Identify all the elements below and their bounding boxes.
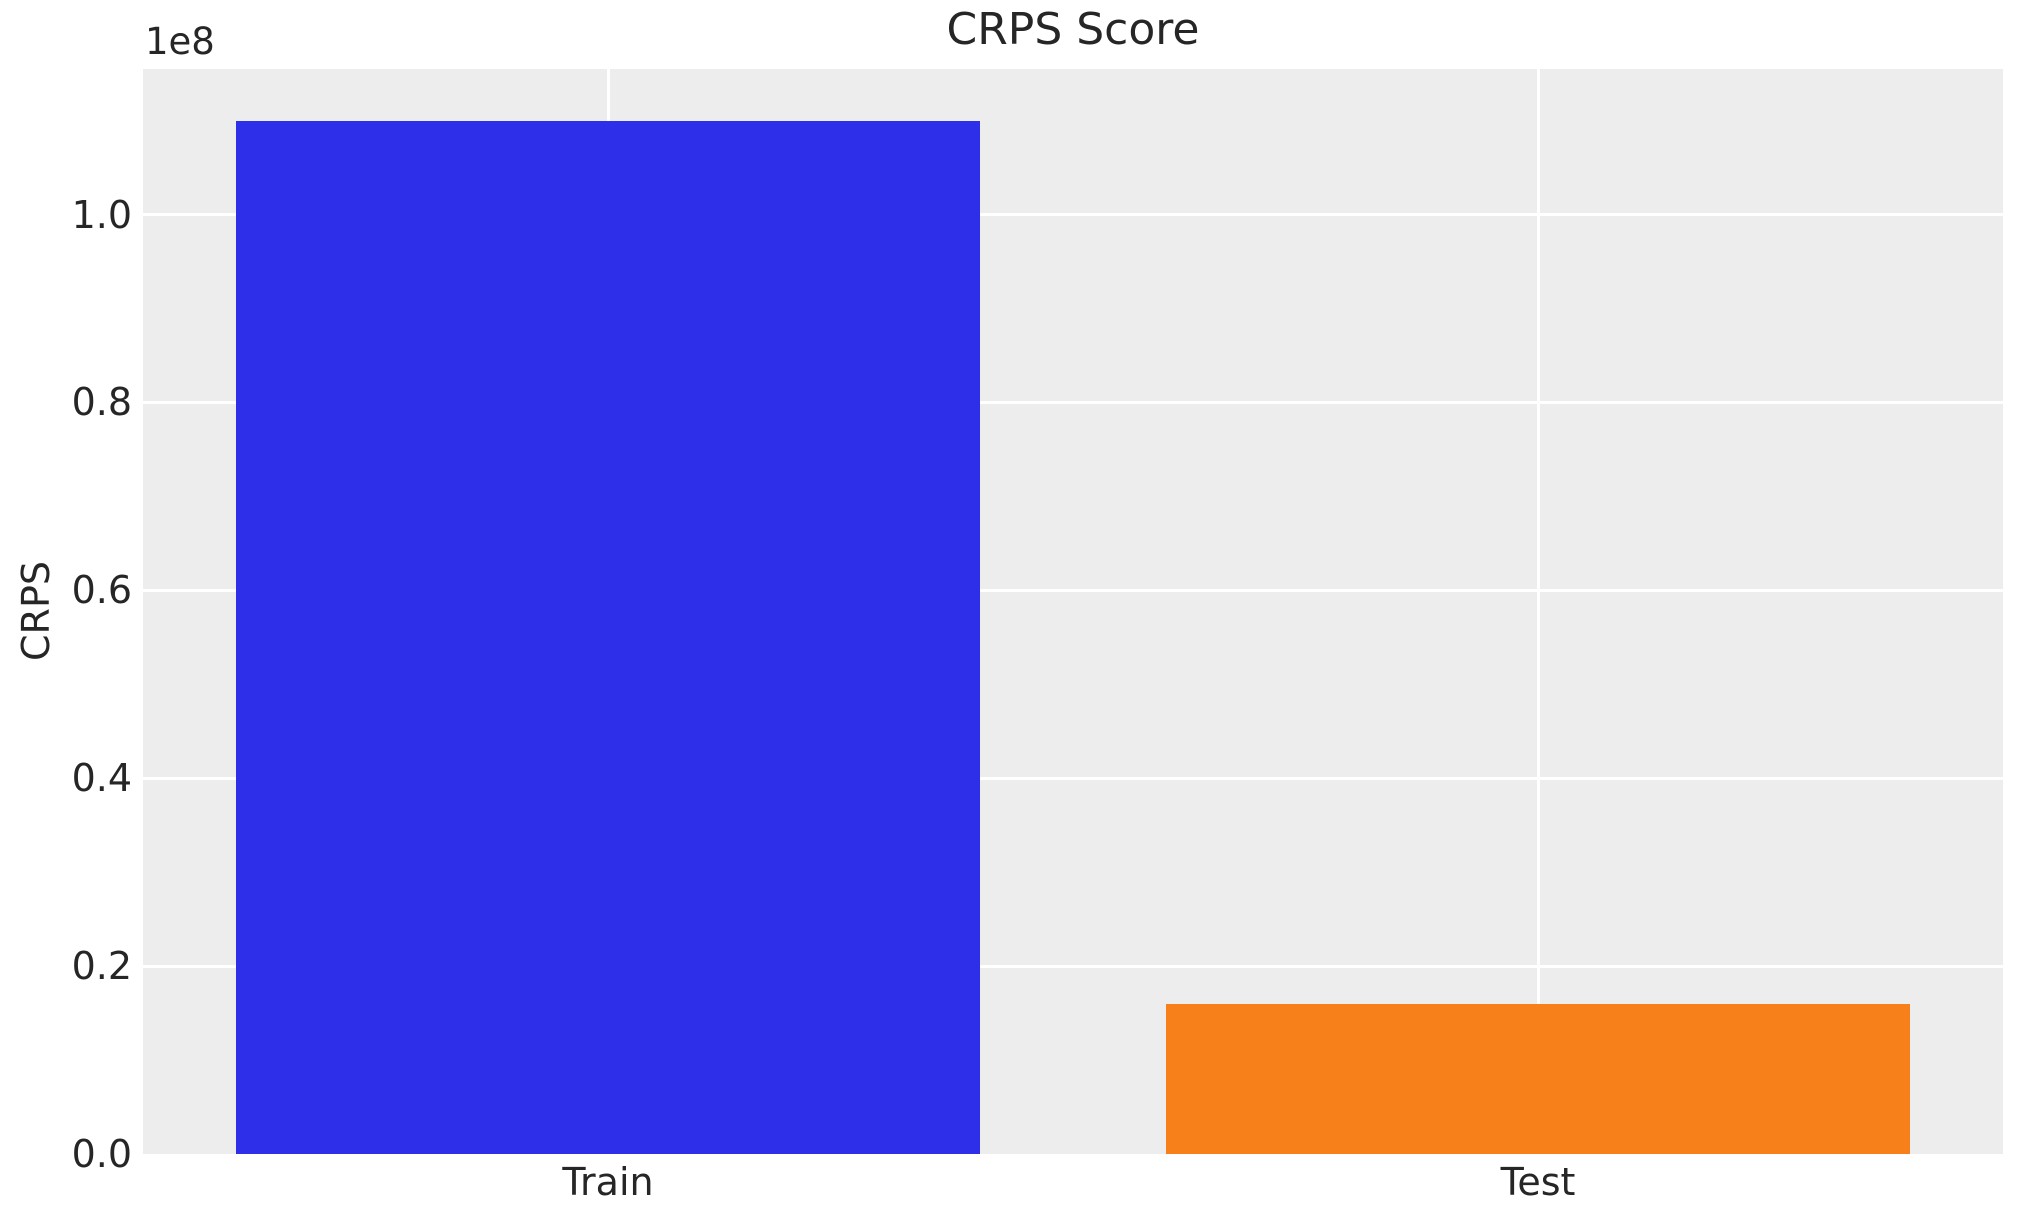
y-tick-label: 0.6 bbox=[71, 568, 132, 613]
plot-area bbox=[143, 69, 2003, 1154]
x-tick-label-test: Test bbox=[1500, 1160, 1576, 1204]
gridline-horizontal bbox=[143, 588, 2003, 592]
chart-title: CRPS Score bbox=[946, 4, 1200, 55]
y-tick-label: 0.4 bbox=[71, 756, 132, 801]
y-tick-label: 1.0 bbox=[71, 192, 132, 237]
gridline-horizontal bbox=[143, 213, 2003, 217]
gridline-horizontal bbox=[143, 964, 2003, 968]
x-tick-label-train: Train bbox=[562, 1160, 654, 1204]
y-tick-label: 0.0 bbox=[71, 1132, 132, 1176]
gridline-vertical bbox=[1536, 69, 1540, 1154]
y-tick-label: 0.8 bbox=[71, 380, 132, 425]
y-axis-offset-label: 1e8 bbox=[145, 20, 215, 63]
bar-train bbox=[236, 120, 980, 1154]
bar-test bbox=[1166, 1003, 1910, 1154]
gridline-horizontal bbox=[143, 776, 2003, 780]
y-tick-label: 0.2 bbox=[71, 944, 132, 989]
gridline-horizontal bbox=[143, 400, 2003, 404]
